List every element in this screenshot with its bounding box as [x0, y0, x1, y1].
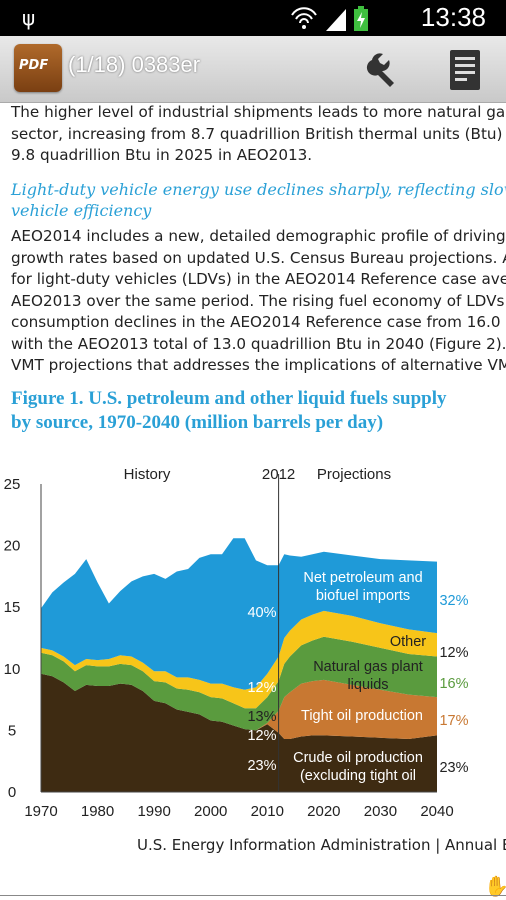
usb-icon: ψ	[22, 6, 36, 30]
clock: 13:38	[420, 2, 486, 32]
y-tick-label: 20	[4, 538, 21, 555]
tools-button[interactable]	[366, 50, 406, 90]
y-tick-label: 15	[4, 599, 21, 616]
y-tick-label: 5	[8, 722, 16, 739]
area-label: (excluding tight oil	[300, 768, 416, 784]
share-label-2012: 13%	[247, 709, 276, 725]
text-line: with the AEO2013 total of 13.0 quadrilli…	[11, 334, 506, 353]
share-label-2040: 23%	[439, 760, 468, 776]
text-line: AEO2013 over the same period. The rising…	[11, 291, 506, 310]
text-line: for light-duty vehicles (LDVs) in the AE…	[11, 270, 506, 288]
x-tick-label: 1970	[24, 803, 57, 820]
text-line: The higher level of industrial shipments…	[11, 103, 506, 121]
x-tick-label: 2000	[194, 803, 227, 820]
share-label-2012: 12%	[247, 680, 276, 696]
text-line: VMT projections that addresses the impli…	[11, 356, 506, 374]
history-label: History	[124, 466, 171, 483]
area-crude-oil-production-excluding-tight-oil	[41, 673, 437, 792]
pdf-app-icon[interactable]: PDF	[14, 44, 62, 92]
system-icons	[291, 6, 368, 31]
area-label: Crude oil production	[293, 750, 423, 766]
figure-title-line: Figure 1. U.S. petroleum and other liqui…	[11, 388, 447, 409]
pdf-page[interactable]: The higher level of industrial shipments…	[0, 102, 506, 900]
share-label-2040: 12%	[439, 645, 468, 661]
share-label-2012: 23%	[247, 758, 276, 774]
area-label: Tight oil production	[301, 708, 423, 724]
area-net-petroleum-and-biofuel-imports	[41, 538, 437, 690]
area-label: Other	[390, 634, 426, 650]
x-tick-label: 2010	[251, 803, 284, 820]
wrench-icon	[366, 53, 394, 87]
text-line: consumption declines in the AEO2014 Refe…	[11, 313, 506, 331]
paragraph-ldv: AEO2014 includes a new, detailed demogra…	[11, 226, 506, 377]
section-heading: Light-duty vehicle energy use declines s…	[11, 179, 506, 221]
x-tick-label: 2020	[307, 803, 340, 820]
x-tick-label: 1990	[137, 803, 170, 820]
text-line: AEO2014 includes a new, detailed demogra…	[11, 227, 506, 245]
share-label-2040: 16%	[439, 676, 468, 692]
signal-icon	[326, 9, 346, 31]
app-bar: PDF (1/18) 0383er	[0, 36, 506, 103]
area-label: liquids	[347, 677, 388, 693]
figure-title: Figure 1. U.S. petroleum and other liqui…	[11, 387, 447, 435]
x-tick-label: 2040	[420, 803, 453, 820]
area-label: biofuel imports	[316, 588, 410, 604]
area-natural-gas-plant-liquids	[41, 636, 437, 731]
projections-label: Projections	[317, 466, 391, 483]
paragraph-industrial-shipments: The higher level of industrial shipments…	[11, 102, 506, 167]
status-bar: ψ 13:38	[0, 0, 506, 36]
page-divider	[0, 895, 506, 896]
area-label: Natural gas plant	[313, 659, 423, 675]
battery-icon	[354, 6, 368, 31]
heading-line: vehicle efficiency	[11, 201, 152, 220]
area-other	[41, 610, 437, 709]
document-icon	[450, 50, 480, 90]
y-tick-label: 25	[4, 476, 21, 493]
x-tick-label: 1980	[81, 803, 114, 820]
liquid-fuels-area-chart: 0 5 10 15 20 25 1970 1980 1990 2000 2010 2020 2030 20…	[4, 466, 469, 820]
x-tick-label: 2030	[364, 803, 397, 820]
document-menu-button[interactable]	[446, 48, 486, 92]
text-line: growth rates based on updated U.S. Censu…	[11, 248, 506, 267]
figure-title-line: by source, 1970-2040 (million barrels pe…	[11, 412, 384, 433]
area-tight-oil-production	[41, 673, 437, 740]
share-label-2012: 12%	[247, 728, 276, 744]
share-label-2012: 40%	[247, 605, 276, 621]
share-label-2040: 17%	[439, 713, 468, 729]
share-label-2040: 32%	[439, 593, 468, 609]
page-footer: U.S. Energy Information Administration |…	[137, 836, 506, 854]
text-line: 9.8 quadrillion Btu in 2025 in AEO2013.	[11, 146, 313, 164]
text-line: sector, increasing from 8.7 quadrillion …	[11, 124, 506, 143]
scroll-handle-icon[interactable]: ✋	[484, 874, 506, 898]
y-tick-label: 10	[4, 661, 21, 678]
document-title: (1/18) 0383er	[68, 52, 201, 77]
heading-line: Light-duty vehicle energy use declines s…	[11, 180, 506, 199]
area-label: Net petroleum and	[303, 570, 422, 586]
divider-year-label: 2012	[262, 466, 295, 483]
y-tick-label: 0	[8, 784, 16, 801]
wifi-icon	[291, 7, 317, 29]
